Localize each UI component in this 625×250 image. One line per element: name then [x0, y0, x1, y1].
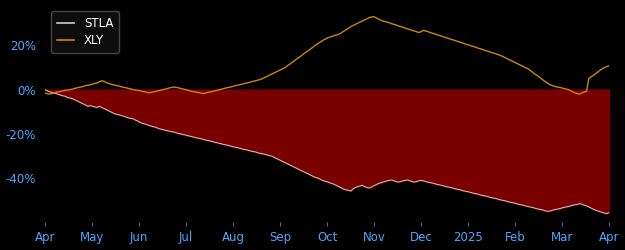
Legend: STLA, XLY: STLA, XLY — [51, 12, 119, 53]
